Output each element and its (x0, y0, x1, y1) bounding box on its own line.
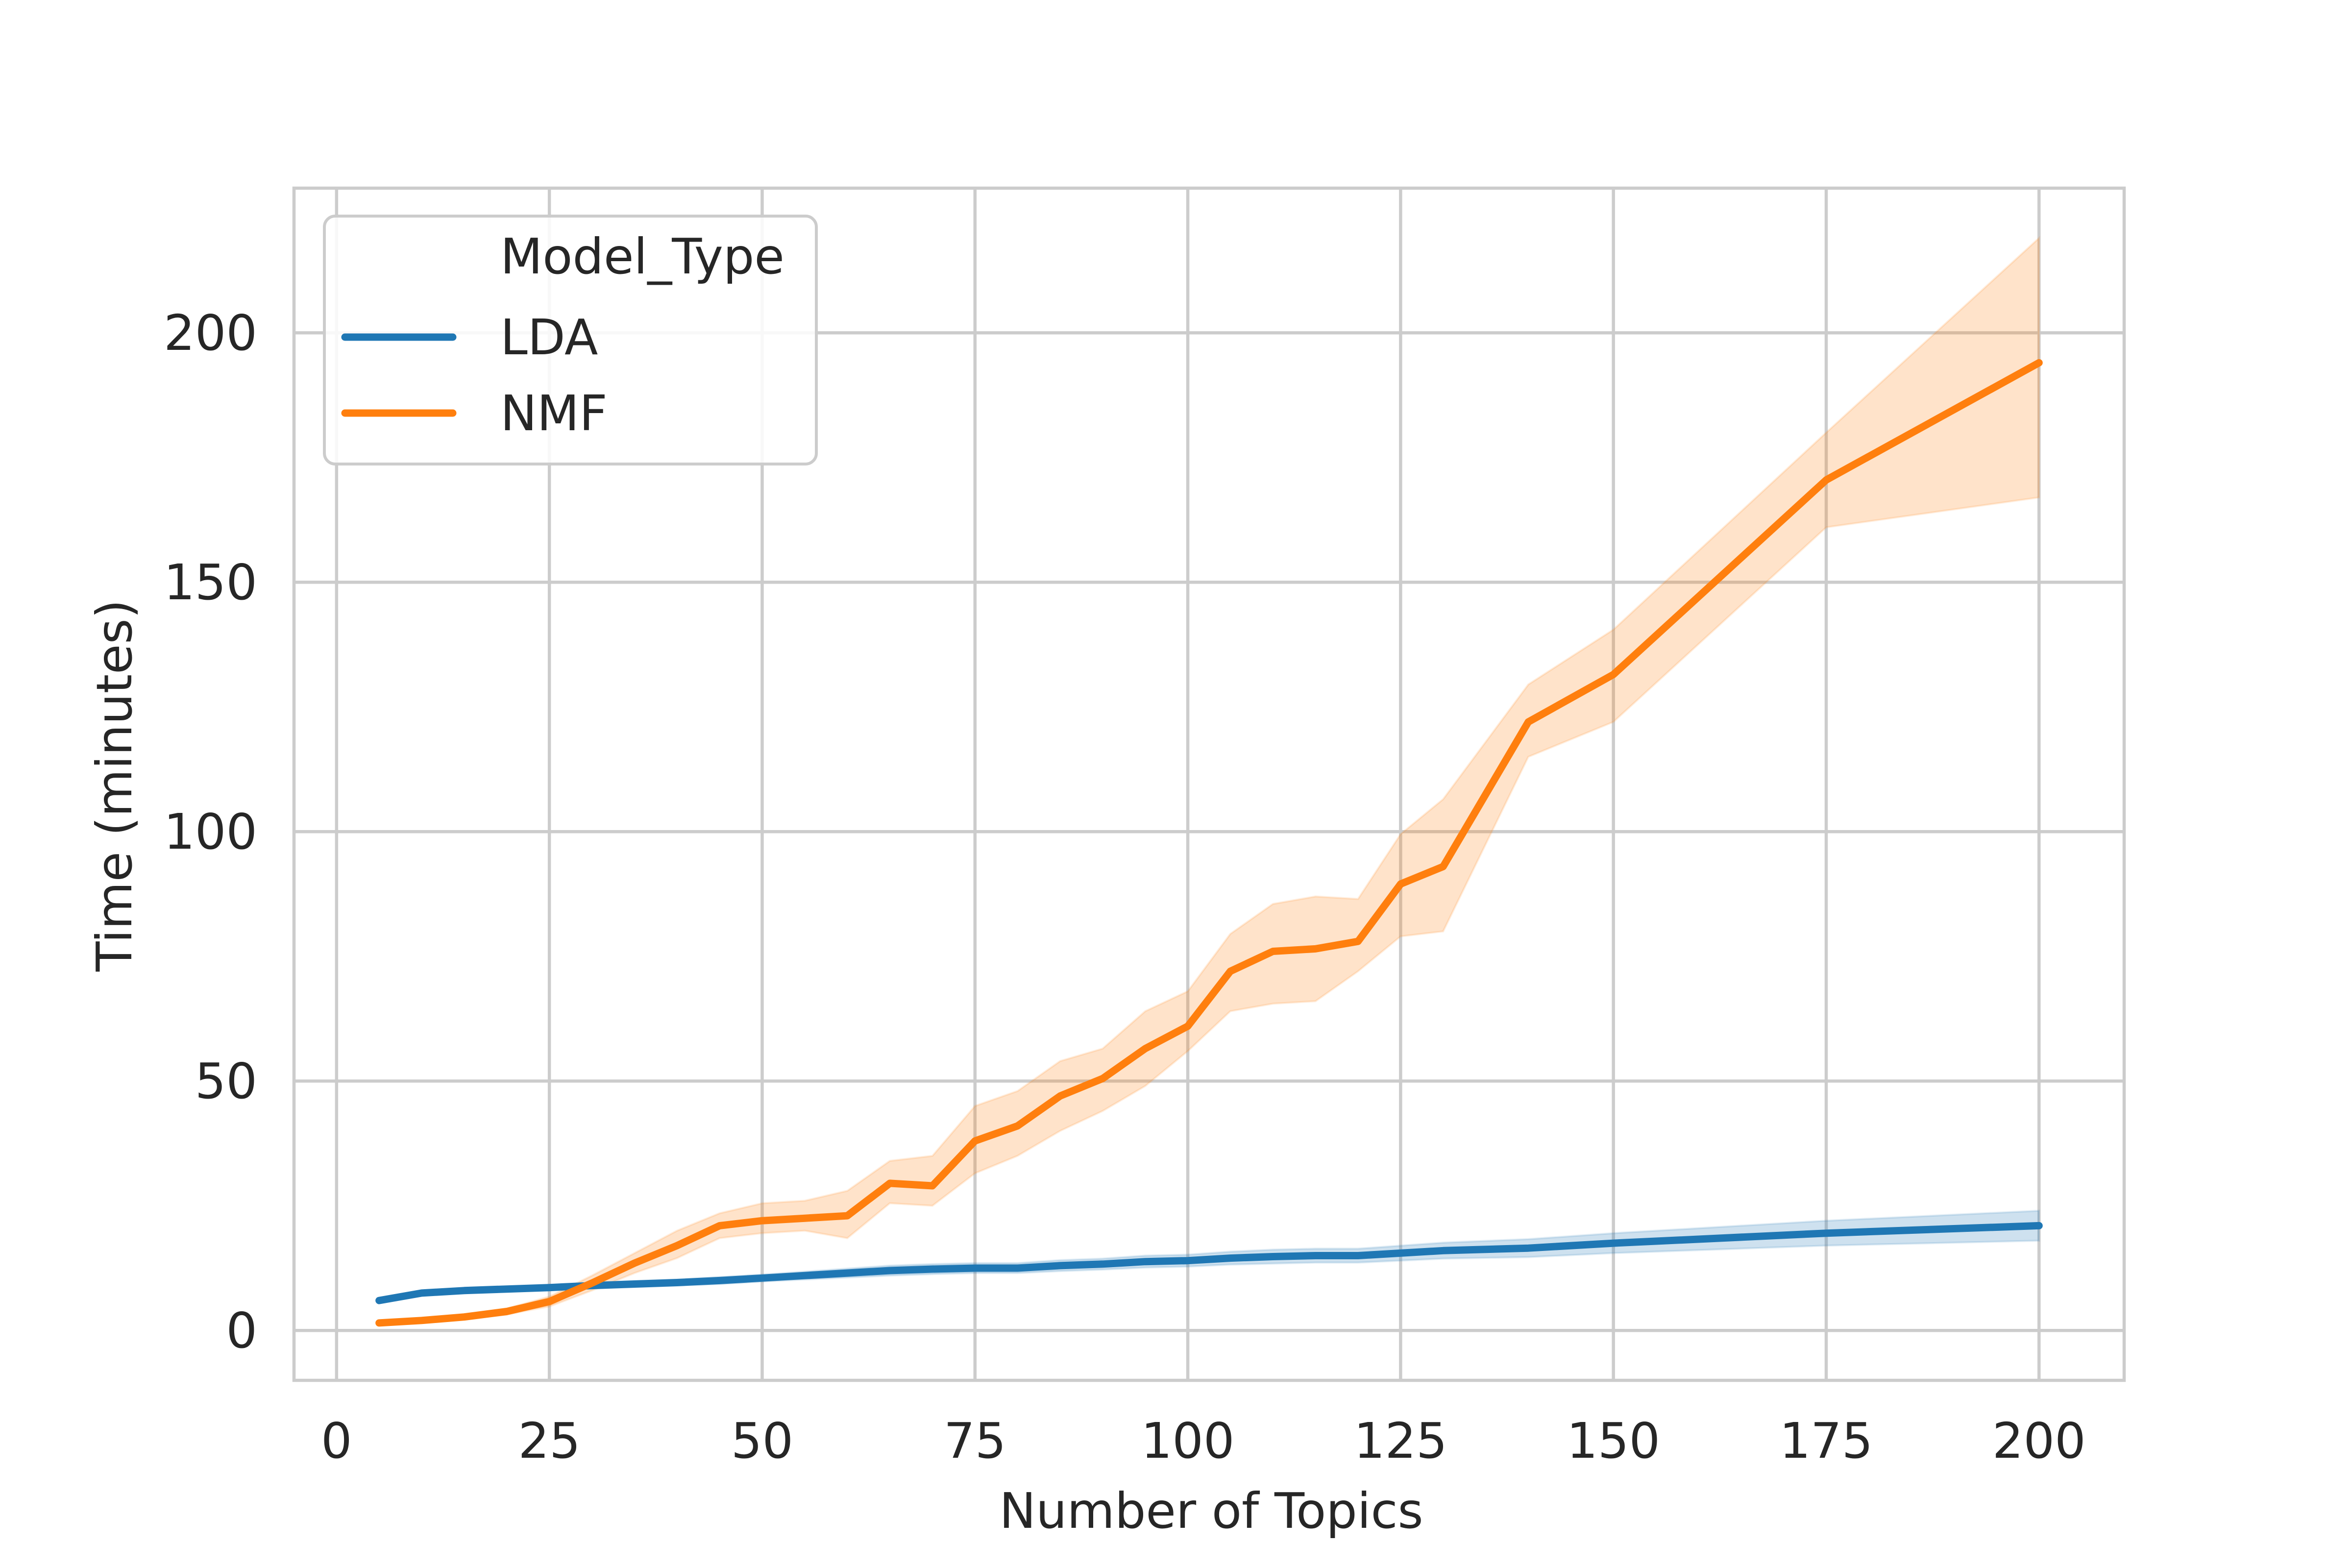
y-tick-label: 50 (195, 1053, 257, 1110)
x-tick-label: 200 (1992, 1412, 2086, 1470)
x-tick-label: 25 (518, 1412, 581, 1470)
legend: Model_Type LDA NMF (323, 215, 818, 466)
legend-label-nmf: NMF (500, 385, 608, 442)
legend-label-lda: LDA (500, 309, 598, 366)
x-axis-label: Number of Topics (999, 1482, 1423, 1540)
series-line-nmf (375, 359, 2043, 1327)
x-tick-labels: 0 25 50 75 100 125 150 175 200 (321, 1412, 2086, 1470)
y-tick-label: 200 (164, 304, 257, 362)
plot-frame (292, 186, 2126, 1382)
y-tick-labels: 0 50 100 150 200 (164, 304, 257, 1359)
x-tick-label: 175 (1780, 1412, 1873, 1470)
legend-title: Model_Type (500, 228, 784, 285)
x-tick-label: 75 (944, 1412, 1006, 1470)
x-tick-label: 125 (1354, 1412, 1447, 1470)
y-tick-label: 150 (164, 554, 257, 611)
series-lines (375, 359, 2043, 1327)
y-axis-label: Time (minutes) (86, 599, 143, 972)
y-tick-label: 100 (164, 803, 257, 860)
confidence-band-nmf (378, 236, 2040, 1327)
x-tick-label: 0 (321, 1412, 352, 1470)
y-tick-label: 0 (226, 1302, 257, 1359)
x-tick-label: 150 (1567, 1412, 1660, 1470)
x-tick-label: 100 (1141, 1412, 1235, 1470)
x-tick-label: 50 (731, 1412, 793, 1470)
legend-box (323, 215, 818, 466)
